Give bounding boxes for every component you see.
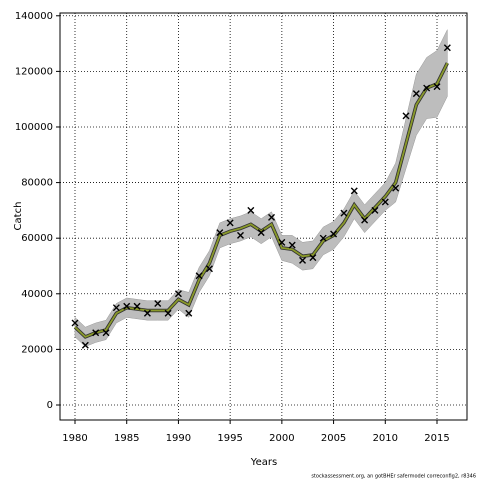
confidence-band: [74, 29, 448, 347]
y-tick-label: 100000: [15, 122, 53, 133]
observation-marker: [216, 229, 224, 237]
y-tick-label: 20000: [21, 344, 53, 355]
observation-marker: [133, 302, 141, 310]
x-tick-label: 1995: [217, 433, 242, 444]
y-tick-label: 80000: [21, 178, 53, 189]
observation-marker: [330, 230, 338, 238]
observation-marker: [143, 309, 151, 317]
observation-marker: [185, 309, 193, 317]
observation-marker: [112, 304, 120, 312]
observation-marker: [195, 272, 203, 280]
plot-frame: [59, 12, 468, 421]
observation-marker: [164, 309, 172, 317]
observation-marker: [371, 206, 379, 214]
observation-marker: [236, 231, 244, 239]
x-tick-label: 1985: [114, 433, 139, 444]
observation-marker: [433, 83, 441, 91]
observation-marker: [205, 265, 213, 273]
y-tick-label: 140000: [15, 11, 53, 22]
observation-marker: [288, 241, 296, 249]
y-tick-label: 120000: [15, 66, 53, 77]
x-tick-label: 2015: [424, 433, 449, 444]
observation-marker: [299, 256, 307, 264]
x-tick-label: 1980: [62, 433, 87, 444]
y-tick-label: 40000: [21, 289, 53, 300]
observation-marker: [278, 238, 286, 246]
x-tick-label: 2010: [373, 433, 398, 444]
x-tick-label: 2005: [321, 433, 346, 444]
observation-marker: [340, 209, 348, 217]
observation-marker: [392, 184, 400, 192]
observation-marker: [81, 341, 89, 349]
observation-marker: [268, 213, 276, 221]
observation-marker: [102, 329, 110, 337]
observation-marker: [309, 254, 317, 262]
observation-marker: [123, 302, 131, 310]
x-tick-label: 1990: [166, 433, 191, 444]
observation-marker: [154, 300, 162, 308]
observation-marker: [423, 84, 431, 92]
observation-marker: [226, 219, 234, 227]
y-tick-label: 0: [47, 400, 53, 411]
y-tick-label: 60000: [21, 233, 53, 244]
footer-note: stockassessment.org, an gotBHEr safermod…: [311, 474, 476, 480]
fit-line: [74, 62, 449, 338]
observation-marker: [319, 234, 327, 242]
x-tick-label: 2000: [269, 433, 294, 444]
observation-marker: [402, 112, 410, 120]
observation-marker: [412, 90, 420, 98]
x-axis-label: Years: [250, 457, 277, 468]
observation-marker: [257, 229, 265, 237]
y-axis-label: Catch: [13, 202, 24, 231]
observation-marker: [247, 206, 255, 214]
observation-marker: [71, 319, 79, 327]
observation-marker: [174, 290, 182, 298]
observation-marker: [350, 187, 358, 195]
observation-marker: [92, 329, 100, 337]
observation-marker: [381, 198, 389, 206]
observation-marker: [361, 216, 369, 224]
observation-marker: [443, 44, 451, 52]
